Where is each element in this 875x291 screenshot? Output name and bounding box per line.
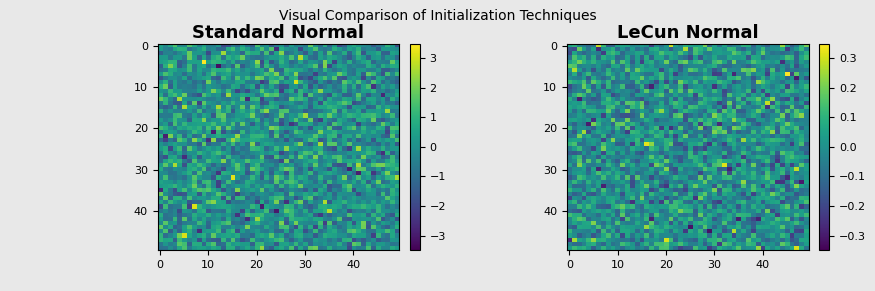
Text: Visual Comparison of Initialization Techniques: Visual Comparison of Initialization Tech… — [278, 9, 597, 23]
Title: Standard Normal: Standard Normal — [192, 24, 364, 42]
Title: LeCun Normal: LeCun Normal — [617, 24, 759, 42]
